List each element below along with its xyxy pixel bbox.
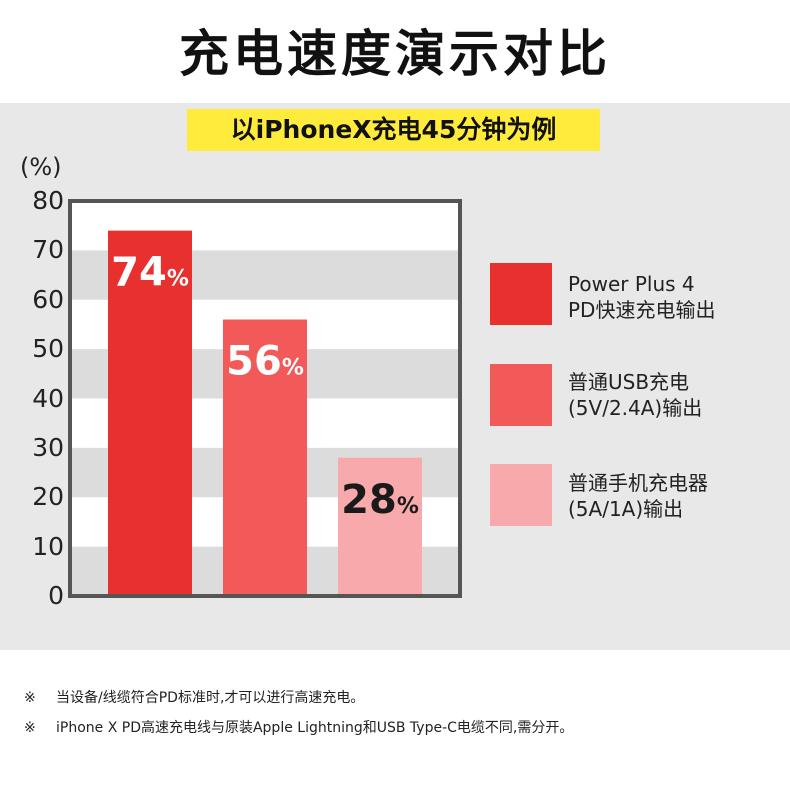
legend-label-power-plus: Power Plus 4 PD快速充电输出 bbox=[568, 272, 716, 322]
data-label: 74% bbox=[111, 250, 189, 296]
y-tick-label: 0 bbox=[48, 581, 64, 610]
plot-frame bbox=[68, 199, 462, 598]
bar bbox=[338, 457, 422, 596]
y-tick-label: 10 bbox=[32, 531, 64, 561]
y-tick-label: 30 bbox=[32, 432, 64, 462]
data-label: 56% bbox=[226, 339, 304, 385]
footnote-1: ※ 当设备/线缆符合PD标准时,才可以进行高速充电。 bbox=[24, 687, 364, 707]
footnote-mark: ※ bbox=[24, 690, 36, 706]
legend-label-phone-charger: 普通手机充电器 (5A/1A)输出 bbox=[568, 471, 708, 521]
legend-swatch-power-plus bbox=[490, 263, 552, 325]
footnote-text: iPhone X PD高速充电线与原装Apple Lightning和USB T… bbox=[56, 720, 574, 736]
chart-subtitle: 以iPhoneX充电45分钟为例 bbox=[187, 109, 600, 151]
legend-label-usb: 普通USB充电 (5V/2.4A)输出 bbox=[568, 370, 703, 420]
y-tick-label: 80 bbox=[32, 186, 64, 215]
footnote-2: ※ iPhone X PD高速充电线与原装Apple Lightning和USB … bbox=[24, 717, 573, 737]
y-axis-unit: (%) bbox=[20, 153, 62, 181]
y-tick-label: 50 bbox=[32, 334, 64, 364]
legend-swatch-usb bbox=[490, 364, 552, 426]
y-tick-label: 70 bbox=[32, 235, 64, 265]
footnote-text: 当设备/线缆符合PD标准时,才可以进行高速充电。 bbox=[56, 690, 365, 706]
bar bbox=[223, 319, 307, 596]
page-title: 充电速度演示对比 bbox=[179, 25, 611, 83]
data-label: 28% bbox=[341, 477, 419, 523]
y-tick-label: 40 bbox=[32, 383, 64, 413]
y-tick-label: 20 bbox=[32, 482, 64, 512]
bar bbox=[108, 230, 192, 596]
footnote-mark: ※ bbox=[24, 720, 36, 736]
y-tick-label: 60 bbox=[32, 284, 64, 314]
legend-swatch-phone-charger bbox=[490, 464, 552, 526]
